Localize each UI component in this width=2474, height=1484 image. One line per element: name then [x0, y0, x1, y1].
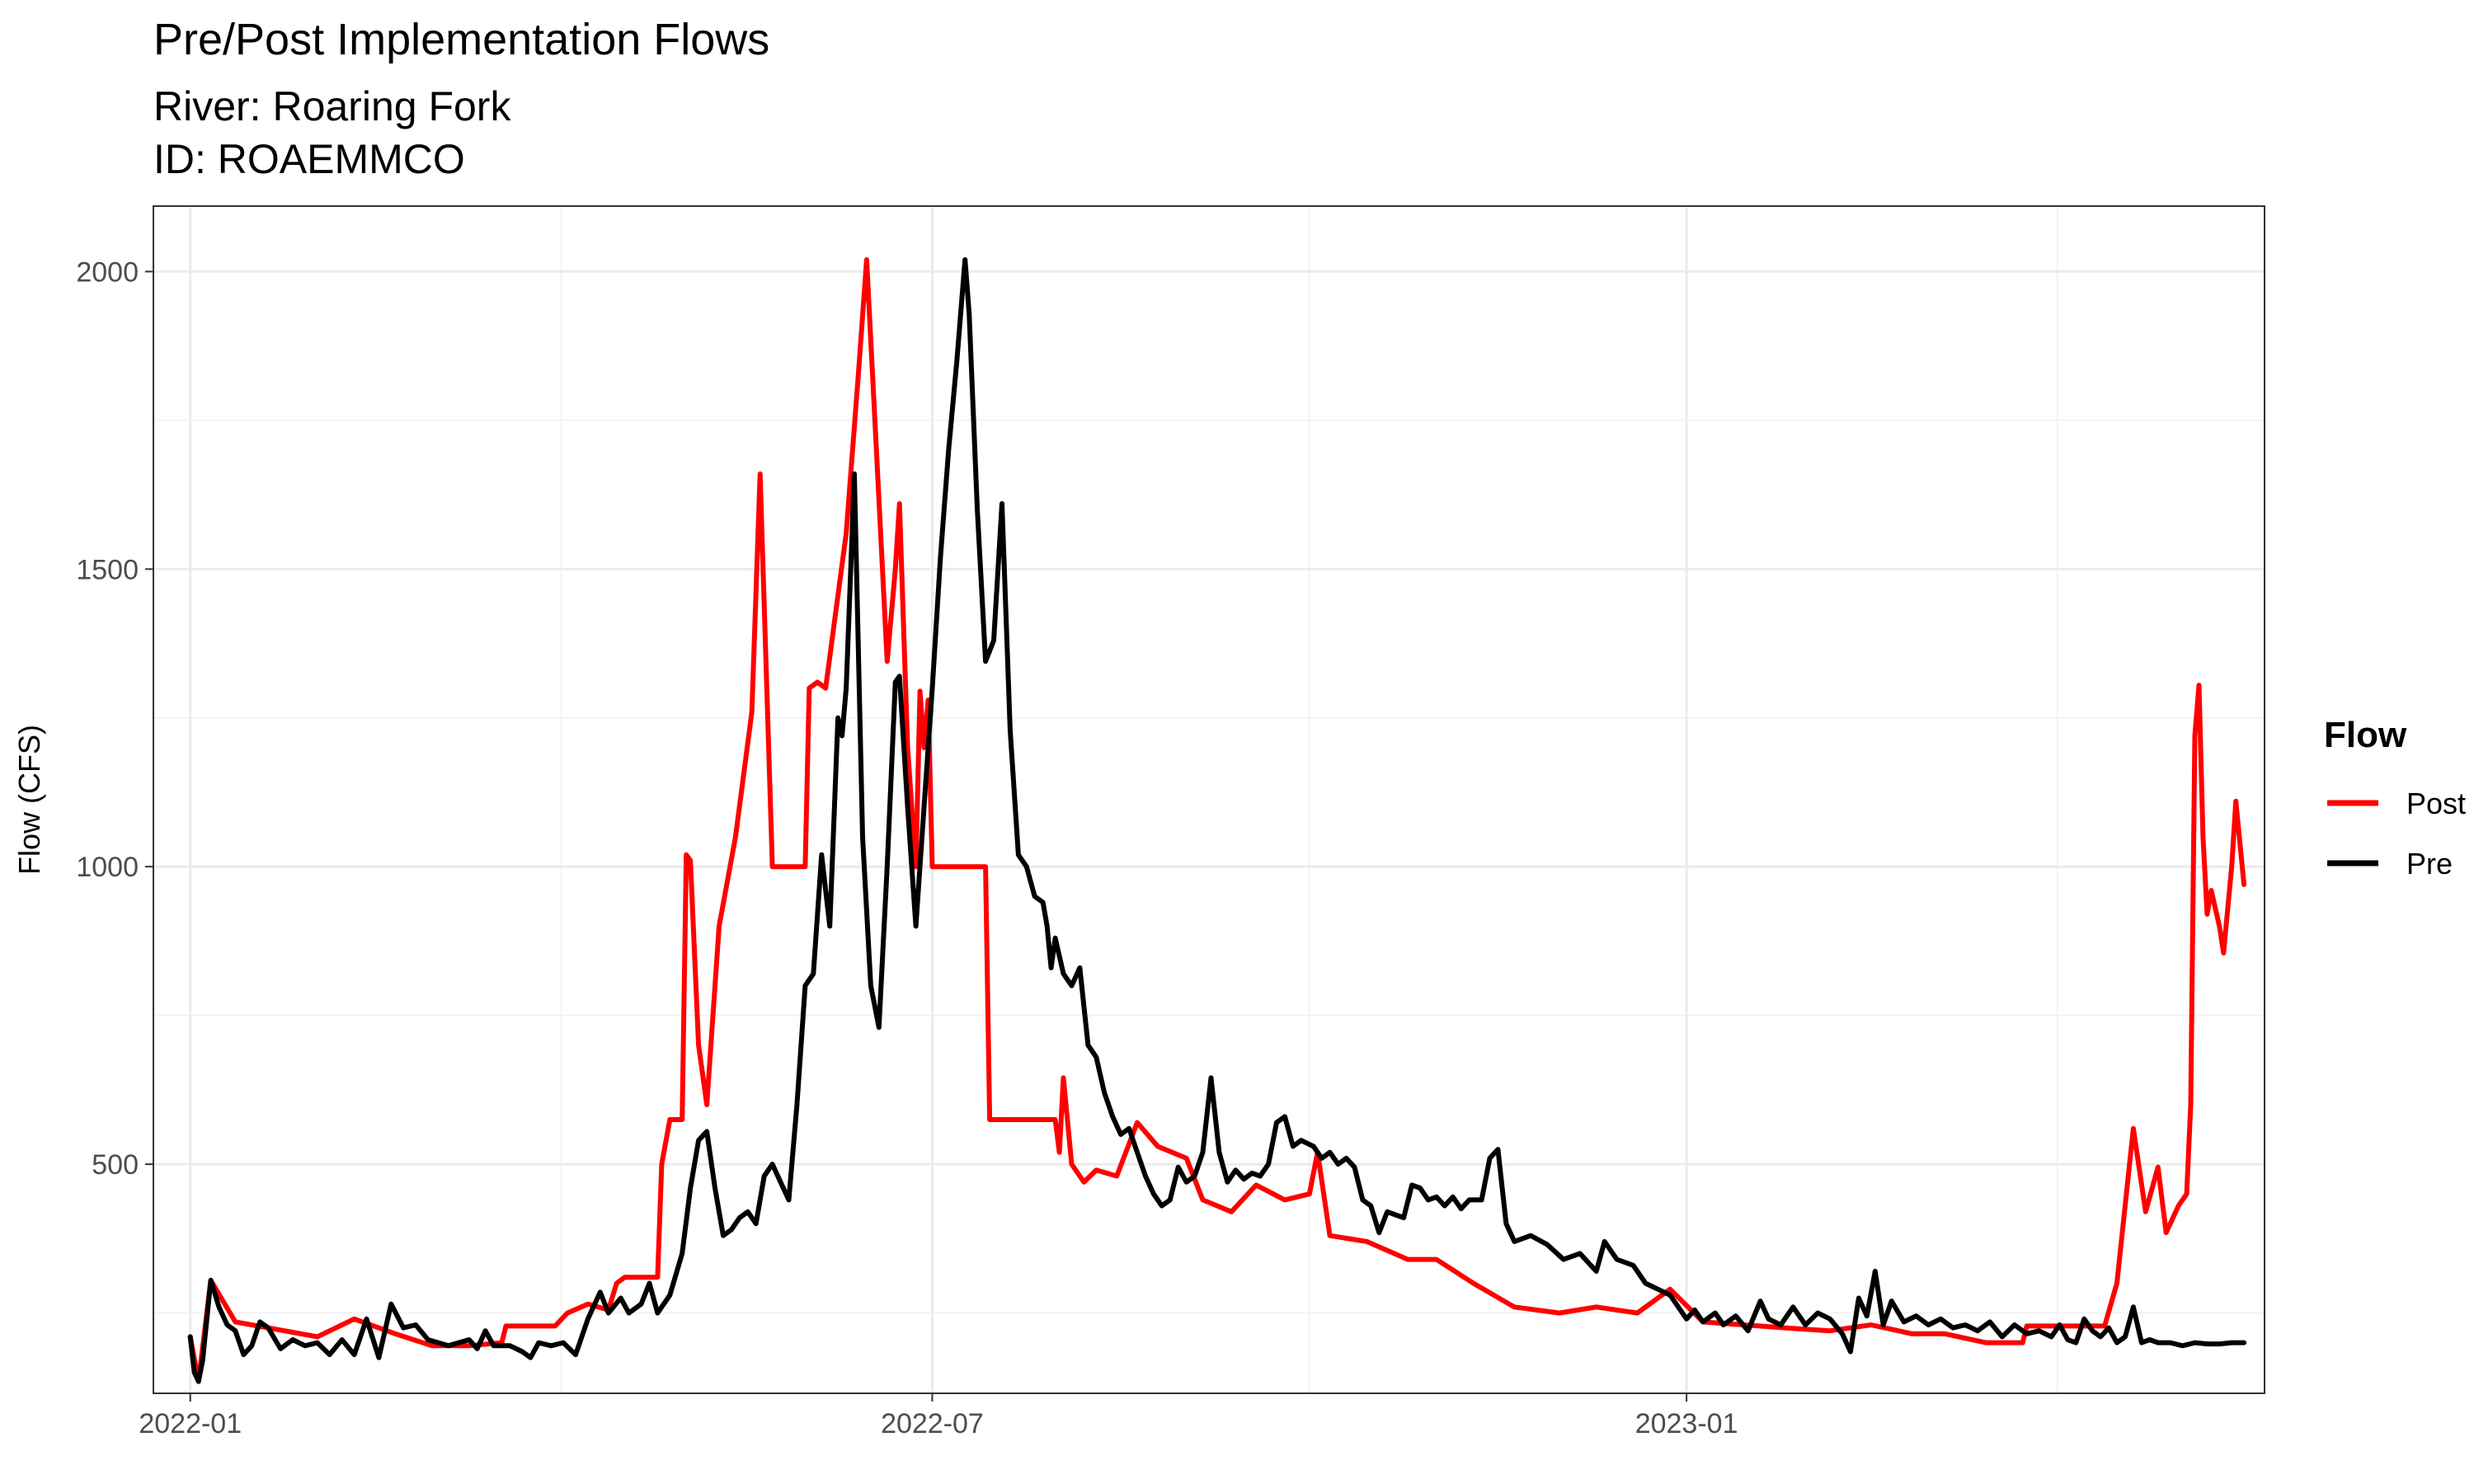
legend-title: Flow — [2324, 715, 2407, 755]
y-tick-label: 1500 — [76, 554, 139, 585]
legend-label-pre: Pre — [2406, 847, 2453, 881]
y-axis-ticks: 500 1000 1500 2000 — [76, 256, 153, 1181]
y-tick-label: 1000 — [76, 852, 139, 883]
chart-subtitle-id: ID: ROAEMMCO — [153, 136, 465, 182]
gridlines — [153, 206, 2265, 1393]
plot-border — [153, 205, 2265, 1394]
x-tick-label: 2023-01 — [1635, 1408, 1738, 1439]
y-tick-label: 500 — [92, 1149, 139, 1181]
series-lines — [187, 257, 2247, 1384]
chart-title: Pre/Post Implementation Flows — [153, 15, 769, 64]
y-tick-label: 2000 — [76, 256, 139, 288]
chart-subtitle-river: River: Roaring Fork — [153, 83, 511, 129]
y-axis-title: Flow (CFS) — [12, 725, 46, 875]
plot-background — [153, 206, 2265, 1393]
legend: Flow Post Pre — [2324, 715, 2466, 881]
series-line-pre — [187, 257, 2247, 1384]
x-axis-ticks: 2022-01 2022-07 2023-01 — [139, 1393, 1738, 1439]
x-tick-label: 2022-01 — [139, 1408, 242, 1439]
legend-label-post: Post — [2406, 787, 2466, 820]
plot-area — [153, 205, 2265, 1394]
x-tick-label: 2022-07 — [881, 1408, 984, 1439]
series-line-post — [187, 257, 2247, 1384]
